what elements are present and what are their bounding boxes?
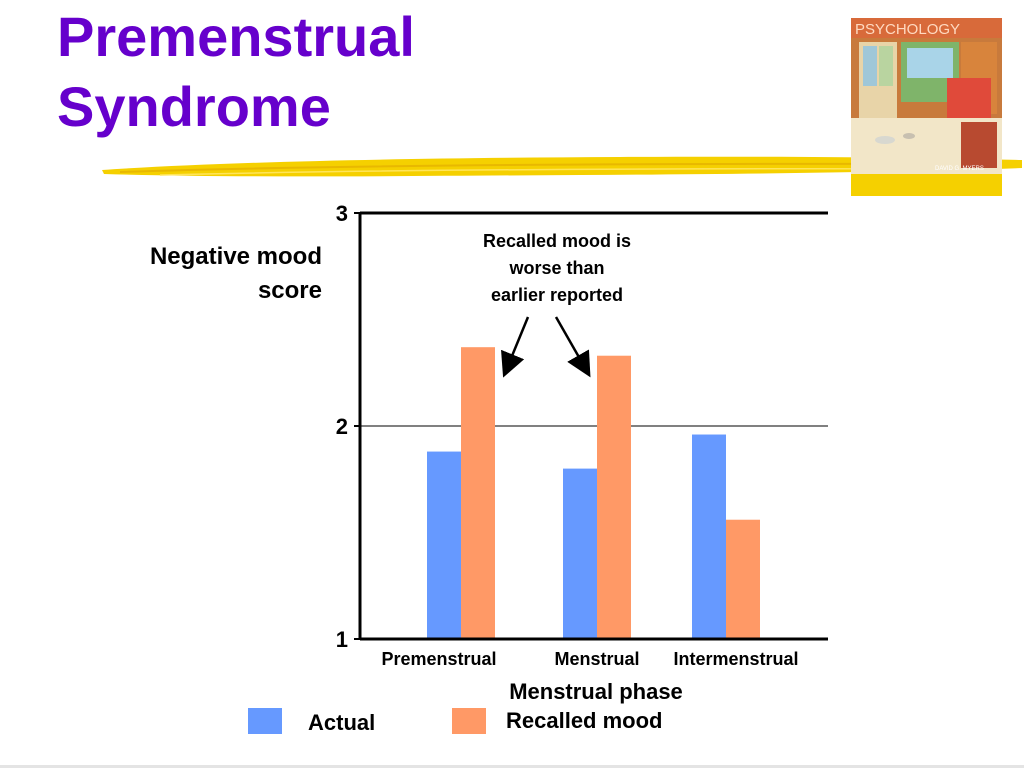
axes: 1 2 3 Premenstrual Menstrual Intermenstrual [336, 201, 828, 669]
bar-premenstrual-recalled [461, 347, 495, 639]
book-cover-author: DAVID G. MYERS [935, 166, 984, 172]
legend: Actual Recalled mood [248, 708, 662, 735]
annotation-line-2: worse than [508, 258, 604, 278]
y-tick-label-0: 1 [336, 627, 348, 652]
bar-intermenstrual-actual [692, 434, 726, 639]
annotation-arrow-right [554, 316, 591, 378]
y-axis-label-line-1: Negative mood [150, 243, 322, 270]
legend-swatch-actual [248, 708, 282, 734]
annotation-line-1: Recalled mood is [483, 231, 631, 251]
annotation-arrow-left [501, 316, 530, 378]
x-tick-label-premenstrual: Premenstrual [381, 649, 496, 669]
x-tick-label-intermenstrual: Intermenstrual [673, 649, 798, 669]
annotation-line-3: earlier reported [491, 285, 623, 305]
bar-menstrual-recalled [597, 355, 631, 639]
slide-title: Premenstrual Syndrome [57, 2, 415, 142]
chart-labels: Negative mood score Menstrual phase Reca… [150, 231, 683, 704]
book-cover-title: PSYCHOLOGY [855, 21, 960, 38]
footer-line [0, 765, 1024, 768]
bars [427, 347, 760, 639]
legend-swatch-recalled [452, 708, 486, 734]
y-tick-label-1: 2 [336, 414, 348, 439]
bar-intermenstrual-recalled [726, 519, 760, 639]
x-axis-label: Menstrual phase [509, 679, 683, 704]
bar-premenstrual-actual [427, 451, 461, 639]
book-cover: PSYCHOLOGY DAVID G. MYERS [851, 18, 1002, 196]
title-underline-stroke [102, 156, 1022, 177]
x-tick-label-menstrual: Menstrual [554, 649, 639, 669]
legend-label-recalled: Recalled mood [506, 708, 662, 733]
annotation-arrows [501, 316, 591, 378]
y-tick-label-2: 3 [336, 201, 348, 226]
title-line-1: Premenstrual [57, 5, 415, 68]
legend-label-actual: Actual [308, 710, 375, 735]
title-line-2: Syndrome [57, 75, 331, 138]
bar-menstrual-actual [563, 468, 597, 639]
y-axis-label-line-2: score [258, 277, 322, 304]
